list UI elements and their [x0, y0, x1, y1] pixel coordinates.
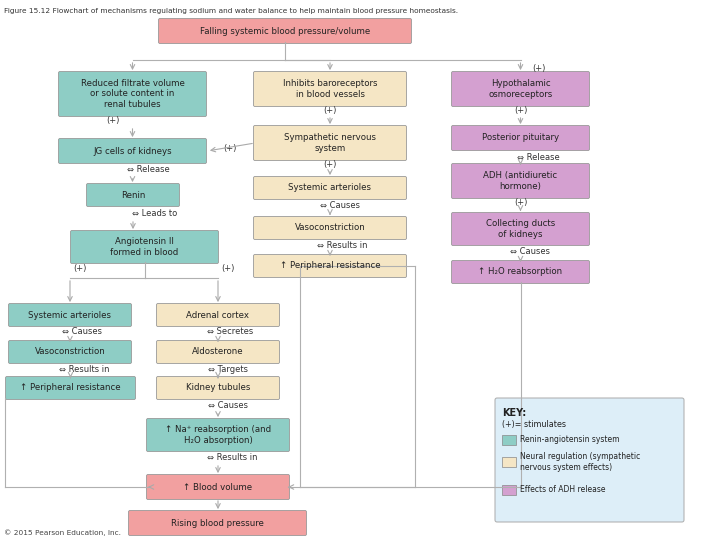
Text: KEY:: KEY: — [502, 408, 526, 418]
Text: ⇔ Causes: ⇔ Causes — [320, 200, 360, 210]
Text: (+): (+) — [514, 198, 527, 206]
FancyBboxPatch shape — [9, 341, 132, 363]
FancyBboxPatch shape — [451, 71, 590, 106]
Text: (+): (+) — [514, 105, 527, 114]
Text: ⇔ Leads to: ⇔ Leads to — [132, 208, 177, 218]
FancyBboxPatch shape — [253, 254, 407, 278]
FancyBboxPatch shape — [6, 376, 135, 400]
FancyBboxPatch shape — [156, 341, 279, 363]
FancyBboxPatch shape — [71, 231, 218, 264]
FancyBboxPatch shape — [146, 418, 289, 451]
Text: (+): (+) — [106, 117, 120, 125]
Text: ⇔ Causes: ⇔ Causes — [510, 246, 551, 255]
Text: Vasoconstriction: Vasoconstriction — [294, 224, 365, 233]
Text: (+): (+) — [221, 264, 235, 273]
Text: (+): (+) — [323, 159, 337, 168]
Text: ⇔ Secretes: ⇔ Secretes — [207, 327, 253, 336]
Bar — [502, 457, 516, 467]
Text: ⇔ Causes: ⇔ Causes — [208, 401, 248, 409]
Text: ↑ H₂O reabsorption: ↑ H₂O reabsorption — [478, 267, 562, 276]
FancyBboxPatch shape — [451, 125, 590, 151]
Text: ↑ Peripheral resistance: ↑ Peripheral resistance — [20, 383, 121, 393]
Text: Rising blood pressure: Rising blood pressure — [171, 518, 264, 528]
FancyBboxPatch shape — [253, 217, 407, 240]
Text: Reduced filtrate volume
or solute content in
renal tubules: Reduced filtrate volume or solute conten… — [81, 79, 184, 109]
Text: Effects of ADH release: Effects of ADH release — [520, 485, 606, 495]
Text: ⇔ Results in: ⇔ Results in — [59, 364, 109, 374]
FancyBboxPatch shape — [451, 164, 590, 199]
FancyBboxPatch shape — [58, 71, 207, 117]
Text: ⇔ Targets: ⇔ Targets — [208, 364, 248, 374]
FancyBboxPatch shape — [128, 510, 307, 536]
FancyBboxPatch shape — [495, 398, 684, 522]
Text: Hypothalamic
osmoreceptors: Hypothalamic osmoreceptors — [488, 79, 553, 99]
Text: ↑ Blood volume: ↑ Blood volume — [184, 483, 253, 491]
FancyBboxPatch shape — [156, 376, 279, 400]
Text: Renin: Renin — [121, 191, 145, 199]
FancyBboxPatch shape — [158, 18, 412, 44]
Text: Posterior pituitary: Posterior pituitary — [482, 133, 559, 143]
Text: (+): (+) — [323, 105, 337, 114]
Text: Sympathetic nervous
system: Sympathetic nervous system — [284, 133, 376, 153]
Text: ⇔ Release: ⇔ Release — [127, 165, 169, 174]
Text: (+): (+) — [532, 64, 545, 72]
Text: Kidney tubules: Kidney tubules — [186, 383, 250, 393]
FancyBboxPatch shape — [253, 71, 407, 106]
Text: ⇔ Release: ⇔ Release — [517, 152, 560, 161]
Text: ⇔ Results in: ⇔ Results in — [317, 240, 367, 249]
FancyBboxPatch shape — [156, 303, 279, 327]
FancyBboxPatch shape — [146, 475, 289, 500]
FancyBboxPatch shape — [9, 303, 132, 327]
Text: Figure 15.12 Flowchart of mechanisms regulating sodium and water balance to help: Figure 15.12 Flowchart of mechanisms reg… — [4, 8, 458, 14]
Text: Collecting ducts
of kidneys: Collecting ducts of kidneys — [486, 219, 555, 239]
Text: Renin-angiotensin system: Renin-angiotensin system — [520, 435, 619, 444]
FancyBboxPatch shape — [86, 184, 179, 206]
FancyBboxPatch shape — [451, 260, 590, 284]
Text: (+)= stimulates: (+)= stimulates — [502, 420, 566, 429]
Text: Adrenal cortex: Adrenal cortex — [186, 310, 250, 320]
Text: (+): (+) — [73, 264, 86, 273]
Text: © 2015 Pearson Education, Inc.: © 2015 Pearson Education, Inc. — [4, 529, 121, 536]
Text: ↑ Peripheral resistance: ↑ Peripheral resistance — [279, 261, 380, 271]
Text: Inhibits baroreceptors
in blood vessels: Inhibits baroreceptors in blood vessels — [283, 79, 377, 99]
Text: Vasoconstriction: Vasoconstriction — [35, 348, 105, 356]
Text: Systemic arterioles: Systemic arterioles — [289, 184, 372, 192]
Text: ⇔ Results in: ⇔ Results in — [207, 453, 257, 462]
FancyBboxPatch shape — [253, 125, 407, 160]
Text: Aldosterone: Aldosterone — [192, 348, 244, 356]
Text: Falling systemic blood pressure/volume: Falling systemic blood pressure/volume — [200, 26, 370, 36]
Text: Angiotensin II
formed in blood: Angiotensin II formed in blood — [110, 237, 179, 256]
Text: JG cells of kidneys: JG cells of kidneys — [93, 146, 172, 156]
Text: ADH (antidiuretic
hormone): ADH (antidiuretic hormone) — [483, 171, 557, 191]
FancyBboxPatch shape — [58, 138, 207, 164]
Text: ↑ Na⁺ reabsorption (and
H₂O absorption): ↑ Na⁺ reabsorption (and H₂O absorption) — [165, 426, 271, 445]
Text: Systemic arterioles: Systemic arterioles — [29, 310, 112, 320]
FancyBboxPatch shape — [451, 213, 590, 246]
Text: ⇔ Causes: ⇔ Causes — [62, 327, 102, 336]
Text: Neural regulation (sympathetic
nervous system effects): Neural regulation (sympathetic nervous s… — [520, 453, 640, 472]
FancyBboxPatch shape — [253, 177, 407, 199]
Bar — [502, 485, 516, 495]
Bar — [502, 435, 516, 445]
Text: (+): (+) — [223, 145, 237, 153]
